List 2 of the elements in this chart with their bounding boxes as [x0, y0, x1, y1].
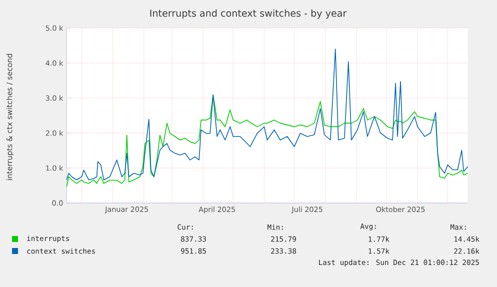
line-series	[66, 94, 468, 187]
chart-title: Interrupts and context switches - by year	[150, 9, 347, 19]
